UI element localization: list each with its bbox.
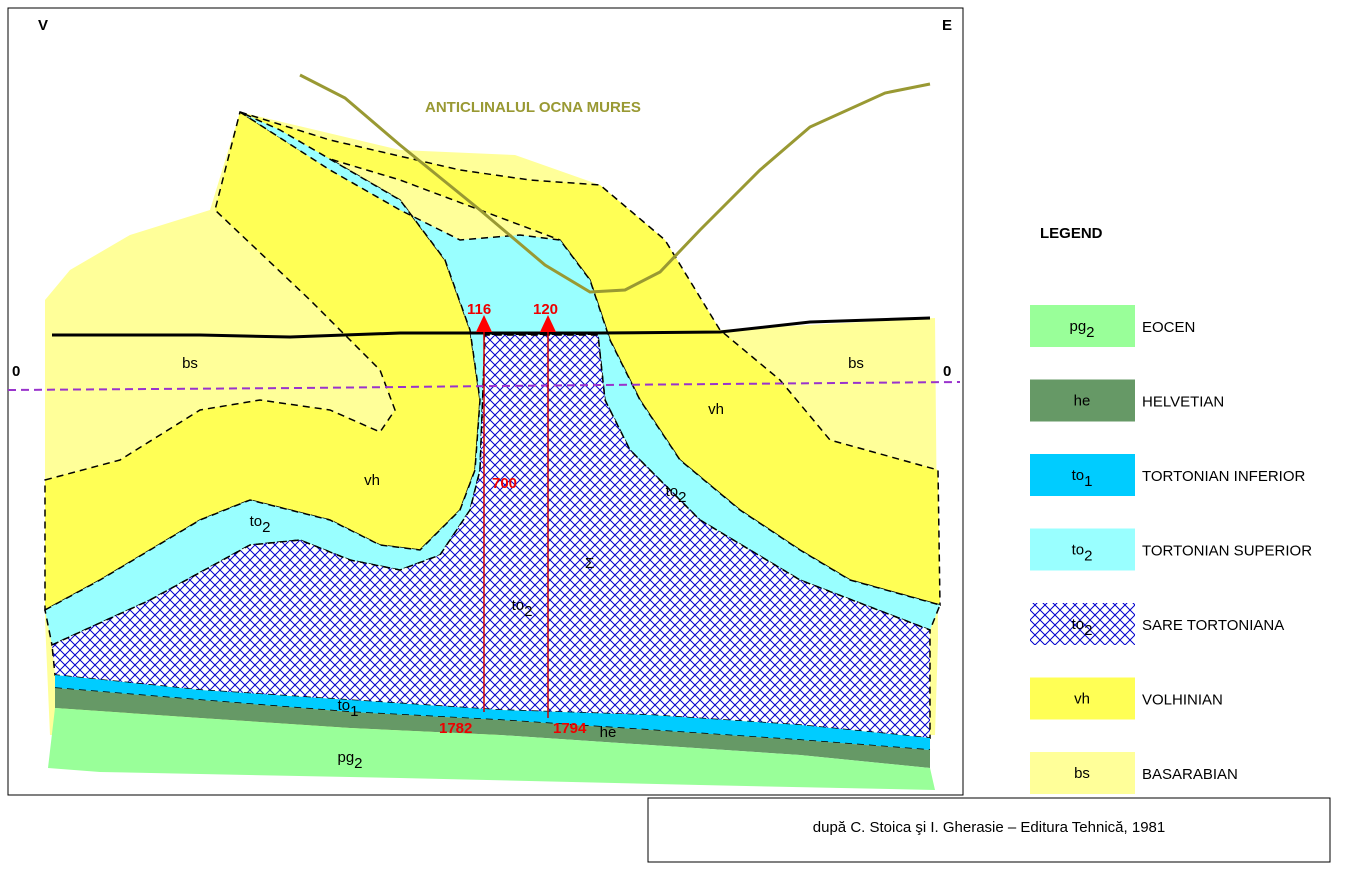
legend-label: SARE TORTONIANA (1142, 617, 1284, 634)
symbol-sub: 2 (678, 489, 686, 506)
symbol-base: vh (364, 472, 380, 489)
legend-symbol: vh (1074, 691, 1090, 708)
symbol-base: pg (337, 749, 354, 766)
section-title: ANTICLINALUL OCNA MURES (425, 99, 641, 116)
section-label: bs (848, 355, 864, 372)
symbol-base: bs (182, 355, 198, 372)
section-label: bs (182, 355, 198, 372)
symbol-sub: 2 (354, 755, 362, 772)
symbol-base: to (666, 483, 679, 500)
symbol-base: to (1072, 467, 1085, 484)
symbol-sub: 1 (1084, 473, 1092, 490)
salt-symbol: Σ (585, 555, 594, 572)
legend-label: BASARABIAN (1142, 766, 1238, 783)
depth-mark: 700 (492, 475, 517, 492)
symbol-base: to (1072, 616, 1085, 633)
well-depth: 1782 (439, 720, 472, 737)
well-label: 120 (533, 301, 558, 318)
symbol-base: he (600, 724, 617, 741)
symbol-base: to (250, 513, 263, 530)
section (8, 75, 960, 790)
symbol-base: to (338, 697, 351, 714)
legend-symbol: he (1074, 393, 1091, 410)
legend-title: LEGEND (1040, 225, 1103, 242)
symbol-sub: 2 (1084, 622, 1092, 639)
symbol-base: bs (848, 355, 864, 372)
symbol-sub: 2 (262, 519, 270, 536)
symbol-sub: 1 (350, 703, 358, 720)
legend-label: VOLHINIAN (1142, 692, 1223, 709)
symbol-base: bs (1074, 765, 1090, 782)
level-label: 0 (943, 363, 951, 380)
symbol-base: vh (708, 401, 724, 418)
symbol-base: to (1072, 542, 1085, 559)
symbol-sub: 2 (1084, 548, 1092, 565)
page: V E ANTICLINALUL OCNA MURES 0 0 116 120 … (0, 0, 1367, 869)
legend-label: TORTONIAN INFERIOR (1142, 468, 1306, 485)
symbol-base: to (512, 597, 525, 614)
legend-symbol: bs (1074, 765, 1090, 782)
symbol-sub: 2 (1086, 324, 1094, 341)
well-label: 116 (467, 301, 491, 318)
source: după C. Stoica şi I. Gherasie – Editura … (813, 819, 1165, 836)
well-depth: 1794 (553, 720, 587, 737)
legend-label: EOCEN (1142, 319, 1195, 336)
symbol-base: he (1074, 393, 1091, 410)
legend-label: HELVETIAN (1142, 394, 1224, 411)
symbol-sub: 2 (524, 603, 532, 620)
section-label: vh (364, 472, 380, 489)
section-label: vh (708, 401, 724, 418)
legend-label: TORTONIAN SUPERIOR (1142, 543, 1312, 560)
symbol-base: pg (1069, 318, 1086, 335)
symbol-base: vh (1074, 691, 1090, 708)
level-label: 0 (12, 363, 20, 380)
section-label: he (600, 724, 617, 741)
east-label: E (942, 17, 952, 34)
west-label: V (38, 17, 48, 34)
